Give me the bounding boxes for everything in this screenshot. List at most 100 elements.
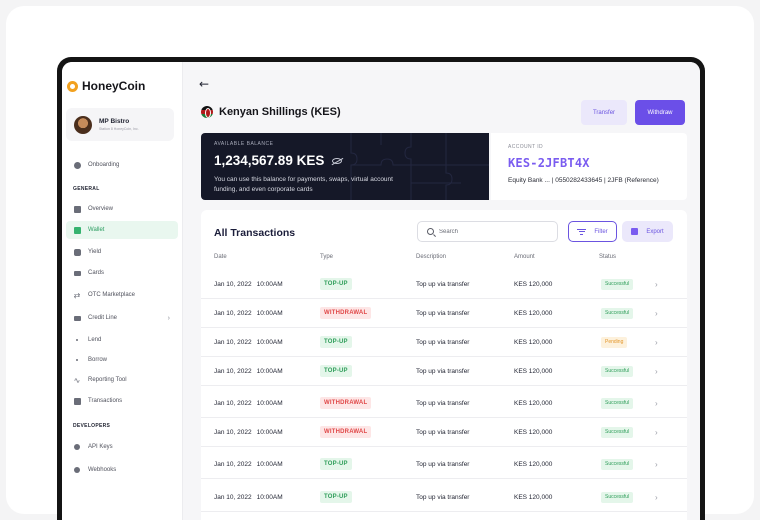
description-cell: Top up via transfer — [416, 309, 470, 317]
row-chevron-cell[interactable]: › — [655, 389, 658, 417]
date-cell: Jan 10, 2022 10:00AM — [214, 418, 283, 446]
column-header-amount: Amount — [514, 254, 535, 260]
table-row[interactable]: Jan 10, 2022 10:00AM WITHDRAWAL Top up via … — [201, 418, 687, 447]
table-row[interactable]: Jan 10, 2022 10:00AM TOP-UP Top up via tran… — [201, 328, 687, 357]
status-cell: Successful — [601, 418, 634, 446]
type-badge: WITHDRAWAL — [320, 426, 372, 438]
sidebar-item-lend[interactable]: Lend — [66, 331, 178, 349]
column-header-type: Type — [320, 254, 334, 260]
search-icon — [427, 228, 434, 235]
date-cell: Jan 10, 2022 10:00AM — [214, 389, 283, 417]
sidebar: HoneyCoin MP Bistro Station 8 HoneyCoin,… — [62, 62, 183, 520]
status-cell: Successful — [601, 389, 634, 417]
page-title: Kenyan Shillings (KES) — [219, 106, 341, 118]
time-text: 10:00AM — [256, 460, 283, 468]
row-chevron-cell[interactable]: › — [655, 328, 658, 356]
time-text: 10:00AM — [256, 399, 283, 407]
type-badge: TOP-UP — [320, 365, 352, 377]
sidebar-item-api-keys[interactable]: API Keys — [66, 438, 178, 456]
brand-logo[interactable]: HoneyCoin — [67, 79, 145, 93]
export-button[interactable]: Export — [622, 221, 673, 242]
sidebar-item-label: Cards — [88, 270, 105, 276]
chevron-right-icon: › — [655, 427, 658, 437]
column-header-date: Date — [214, 254, 227, 260]
amount-cell: KES 120,000 — [514, 460, 553, 468]
row-chevron-cell[interactable]: › — [655, 450, 658, 478]
eye-slash-icon[interactable] — [332, 157, 343, 164]
amount-cell: KES 120,000 — [514, 280, 553, 288]
type-badge: WITHDRAWAL — [320, 397, 372, 409]
balance-amount: 1,234,567.89 KES — [214, 153, 343, 168]
chevron-right-icon: › — [655, 308, 658, 318]
date-cell: Jan 10, 2022 10:00AM — [214, 483, 283, 511]
bullet-icon — [73, 336, 81, 344]
back-arrow-icon[interactable]: ← — [199, 77, 210, 91]
amount-cell: KES 120,000 — [514, 338, 553, 346]
sidebar-item-label: API Keys — [88, 444, 113, 450]
status-cell: Successful — [601, 450, 634, 478]
status-cell: Successful — [601, 357, 634, 385]
sidebar-item-webhooks[interactable]: Webhooks — [66, 461, 178, 479]
sidebar-item-transactions[interactable]: Transactions — [66, 392, 178, 410]
sidebar-item-reporting-tool[interactable]: ∿ Reporting Tool — [66, 371, 178, 389]
table-row[interactable]: Jan 10, 2022 10:00AM TOP-UP Top up via tran… — [201, 357, 687, 386]
credit-line-icon — [73, 314, 81, 322]
sidebar-item-wallet[interactable]: Wallet — [66, 221, 178, 239]
search-box[interactable] — [417, 221, 558, 242]
type-badge: TOP-UP — [320, 491, 352, 503]
row-chevron-cell[interactable]: › — [655, 299, 658, 327]
chevron-right-icon: › — [167, 314, 170, 322]
sidebar-item-credit-line[interactable]: Credit Line › — [66, 309, 178, 327]
sidebar-item-yield[interactable]: Yield — [66, 243, 178, 261]
status-badge: Successful — [601, 458, 634, 470]
row-chevron-cell[interactable]: › — [655, 357, 658, 385]
account-bank-details: Equity Bank ... | 0550282433645 | 2JFB (… — [508, 177, 659, 184]
table-row[interactable]: Jan 10, 2022 10:00AM TOP-UP Top up via tran… — [201, 450, 687, 479]
transfer-button[interactable]: Transfer — [581, 100, 627, 125]
table-row[interactable]: Jan 10, 2022 10:00AM WITHDRAWAL Top up via … — [201, 299, 687, 328]
section-label-developers: DEVELOPERS — [73, 423, 111, 429]
column-header-description: Description — [416, 254, 447, 260]
table-row[interactable]: Jan 10, 2022 10:00AM TOP-UP Top up via tran… — [201, 483, 687, 512]
sidebar-item-cards[interactable]: Cards — [66, 264, 178, 282]
date-cell: Jan 10, 2022 10:00AM — [214, 299, 283, 327]
filter-button[interactable]: Filter — [568, 221, 617, 242]
sidebar-item-overview[interactable]: Overview — [66, 200, 178, 218]
status-badge: Successful — [601, 397, 634, 409]
date-text: Jan 10, 2022 — [214, 280, 252, 288]
balance-value: 1,234,567.89 KES — [214, 153, 325, 168]
honeycoin-logo-icon — [67, 80, 78, 92]
date-text: Jan 10, 2022 — [214, 309, 252, 317]
withdraw-button[interactable]: Withdraw — [635, 100, 685, 125]
profile-card[interactable]: MP Bistro Station 8 HoneyCoin, Inc. — [66, 108, 174, 141]
chevron-right-icon: › — [655, 398, 658, 408]
chevron-right-icon: › — [655, 366, 658, 376]
table-row[interactable]: Jan 10, 2022 10:00AM WITHDRAWAL Top up via … — [201, 389, 687, 418]
sidebar-item-otc-marketplace[interactable]: ⇄ OTC Marketplace — [66, 286, 178, 304]
type-badge: TOP-UP — [320, 336, 352, 348]
row-chevron-cell[interactable]: › — [655, 483, 658, 511]
document-icon — [73, 397, 81, 405]
status-badge: Successful — [601, 365, 634, 377]
row-chevron-cell[interactable]: › — [655, 270, 658, 298]
table-row[interactable]: Jan 10, 2022 10:00AM TOP-UP Top up via tran… — [201, 270, 687, 299]
account-id-value[interactable]: KES-2JFBT4X — [508, 156, 590, 170]
filter-label: Filter — [594, 228, 608, 235]
description-cell: Top up via transfer — [416, 460, 470, 468]
search-input[interactable] — [439, 228, 539, 235]
swap-arrows-icon: ⇄ — [73, 290, 81, 300]
sidebar-item-label: Yield — [88, 249, 102, 255]
chevron-right-icon: › — [655, 337, 658, 347]
status-badge: Successful — [601, 426, 634, 438]
description-cell: Top up via transfer — [416, 428, 470, 436]
bullet-icon — [73, 356, 81, 364]
section-label-general: GENERAL — [73, 186, 100, 192]
sidebar-item-borrow[interactable]: Borrow — [66, 351, 178, 369]
time-text: 10:00AM — [256, 309, 283, 317]
type-cell: TOP-UP — [320, 483, 352, 511]
sidebar-item-onboarding[interactable]: Onboarding — [66, 156, 178, 174]
type-badge: TOP-UP — [320, 458, 352, 470]
row-chevron-cell[interactable]: › — [655, 418, 658, 446]
export-icon — [631, 228, 639, 235]
time-text: 10:00AM — [256, 428, 283, 436]
